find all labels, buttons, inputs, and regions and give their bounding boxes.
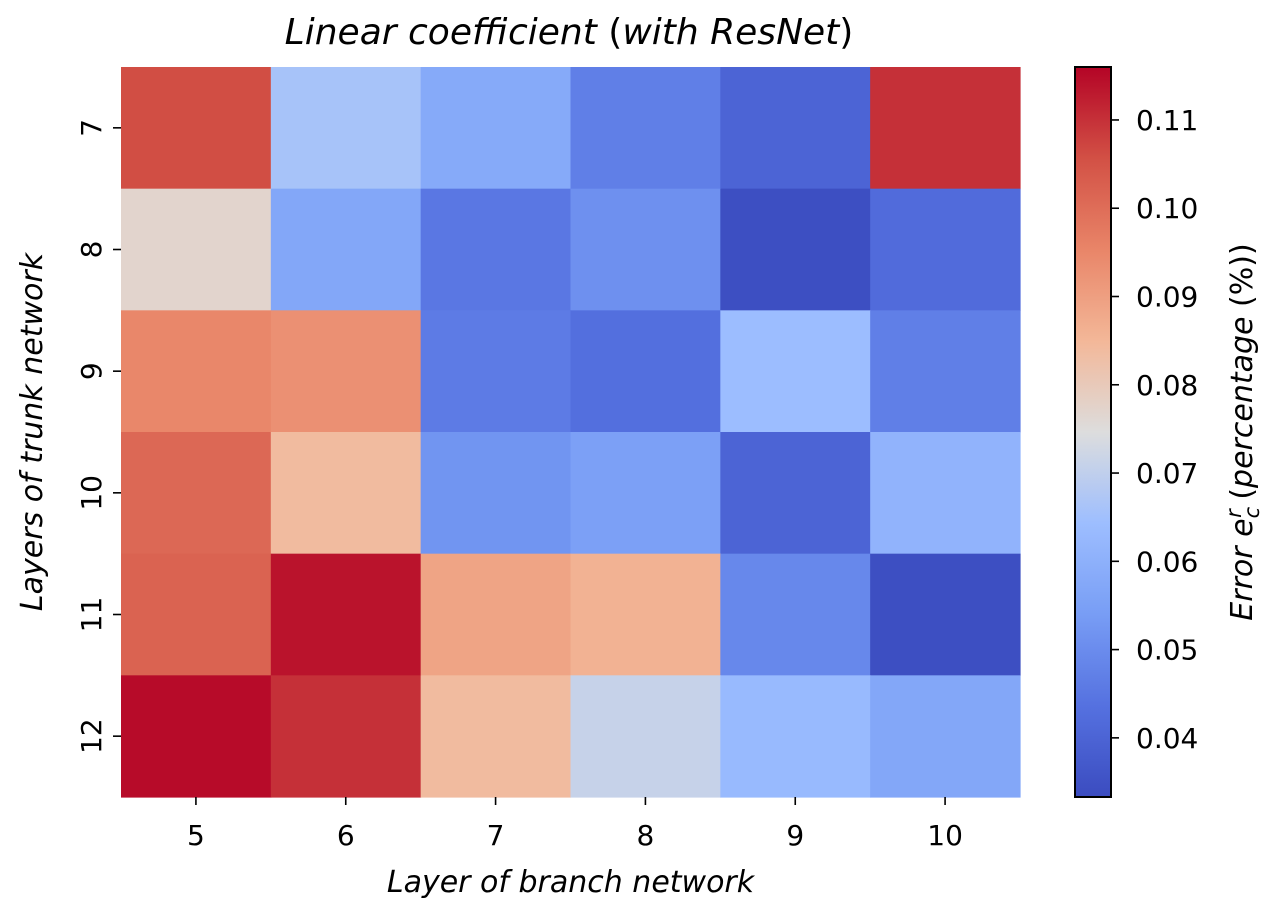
heatmap-cell-r9-c10 xyxy=(870,310,1021,433)
heatmap-cell-r11-c9 xyxy=(720,553,871,676)
colorbar xyxy=(1074,66,1112,798)
chart-title-group: Linear coefficient (with ResNet) xyxy=(285,12,854,53)
heatmap-cell-r10-c5 xyxy=(121,432,272,555)
chart-title: Linear coefficient (with ResNet) xyxy=(285,12,854,53)
heatmap-cell-r8-c10 xyxy=(870,188,1021,311)
heatmap-cell-r12-c9 xyxy=(720,675,871,798)
heatmap-cell-r11-c5 xyxy=(121,553,272,676)
heatmap-cell-r9-c9 xyxy=(720,310,871,433)
heatmap-cell-r10-c9 xyxy=(720,432,871,555)
heatmap-cell-r10-c10 xyxy=(870,432,1021,555)
heatmap-cell-r12-c10 xyxy=(870,675,1021,798)
heatmap-cell-r7-c10 xyxy=(870,67,1021,190)
heatmap-cell-r7-c8 xyxy=(570,67,721,190)
x-tick-label: 10 xyxy=(927,819,963,852)
y-tick-label: 11 xyxy=(75,597,108,633)
y-axis-ticks: 7 8 9 10 11 12 xyxy=(75,119,121,754)
heatmap-cell-r9-c8 xyxy=(570,310,721,433)
heatmap-cell-r12-c8 xyxy=(570,675,721,798)
heatmap-cell-r11-c10 xyxy=(870,553,1021,676)
colorbar-label-group: Error ecr​ (percentage (%)) xyxy=(1222,243,1264,620)
heatmap-cell-r8-c7 xyxy=(420,188,572,311)
x-tick-label: 9 xyxy=(786,819,804,852)
x-tick-label: 7 xyxy=(487,819,505,852)
x-tick-label: 6 xyxy=(337,819,355,852)
colorbar-tick-label: 0.09 xyxy=(1136,281,1198,314)
x-tick-label: 5 xyxy=(187,819,205,852)
x-axis-label: Layer of branch network xyxy=(387,865,756,900)
heatmap-cells xyxy=(121,67,1021,798)
heatmap-cell-r8-c9 xyxy=(720,188,871,311)
colorbar-label: Error ecr​ (percentage (%)) xyxy=(1222,243,1264,620)
heatmap-cell-r10-c7 xyxy=(420,432,572,555)
x-axis-ticks: 5 6 7 8 9 10 xyxy=(187,797,963,852)
colorbar-tick-label: 0.06 xyxy=(1136,545,1198,578)
y-tick-label: 10 xyxy=(75,475,108,511)
colorbar-tick-label: 0.05 xyxy=(1136,634,1198,667)
heatmap-cell-r12-c6 xyxy=(270,675,422,798)
heatmap-cell-r11-c7 xyxy=(420,553,572,676)
heatmap-cell-r9-c5 xyxy=(121,310,272,433)
colorbar-tick-label: 0.10 xyxy=(1136,192,1198,225)
heatmap-cell-r7-c5 xyxy=(121,67,272,190)
colorbar-tick-label: 0.07 xyxy=(1136,457,1198,490)
heatmap-cell-r8-c5 xyxy=(121,188,272,311)
y-tick-label: 8 xyxy=(75,241,108,259)
heatmap-cell-r11-c6 xyxy=(270,553,422,676)
y-axis-label: Layers of trunk network xyxy=(15,251,50,611)
x-tick-label: 8 xyxy=(637,819,655,852)
heatmap-cell-r10-c6 xyxy=(270,432,422,555)
heatmap-cell-r9-c7 xyxy=(420,310,572,433)
heatmap-cell-r8-c8 xyxy=(570,188,721,311)
heatmap-cell-r7-c7 xyxy=(420,67,572,190)
colorbar-tick-label: 0.04 xyxy=(1136,722,1198,755)
heatmap-cell-r10-c8 xyxy=(570,432,721,555)
colorbar-tick-label: 0.08 xyxy=(1136,369,1198,402)
heatmap-cell-r12-c7 xyxy=(420,675,572,798)
colorbar-tick-label: 0.11 xyxy=(1136,104,1198,137)
y-tick-label: 7 xyxy=(75,119,108,137)
heatmap-cell-r7-c9 xyxy=(720,67,871,190)
heatmap-cell-r9-c6 xyxy=(270,310,422,433)
colorbar-ticks: 0.04 0.05 0.06 0.07 0.08 0.09 0.10 0.11 xyxy=(1111,104,1198,755)
heatmap-cell-r11-c8 xyxy=(570,553,721,676)
heatmap-cell-r8-c6 xyxy=(270,188,422,311)
heatmap-cell-r12-c5 xyxy=(121,675,272,798)
y-tick-label: 9 xyxy=(75,362,108,380)
heatmap-cell-r7-c6 xyxy=(270,67,422,190)
y-tick-label: 12 xyxy=(75,718,108,754)
